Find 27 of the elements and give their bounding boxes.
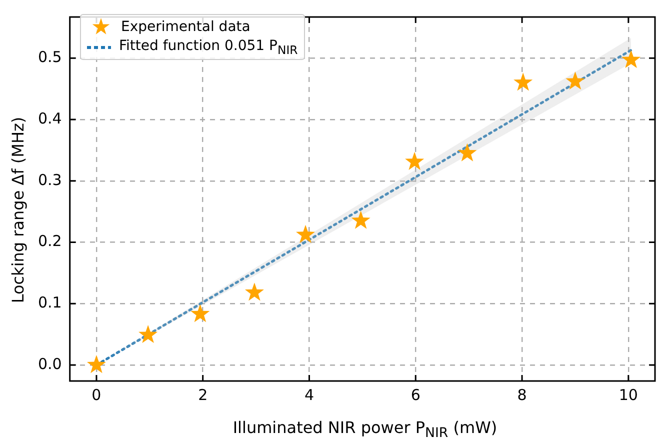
point [86, 355, 106, 374]
point [296, 224, 316, 243]
legend-label: Experimental data [121, 19, 250, 35]
x-tick-label: 4 [304, 386, 314, 404]
point [138, 324, 158, 344]
y-axis-title: Locking range Δf (MHz) [8, 116, 28, 304]
point [190, 304, 210, 322]
y-tick-label: 0.5 [38, 48, 62, 66]
point [351, 210, 370, 229]
point [566, 71, 585, 90]
x-tick-label: 0 [92, 386, 102, 404]
y-tick-label: 0.1 [38, 294, 62, 312]
point [622, 50, 641, 68]
y-tick-label: 0.2 [38, 232, 62, 250]
y-tick-label: 0.4 [38, 109, 62, 128]
x-tick-label: 2 [198, 386, 208, 404]
point [514, 72, 533, 91]
point [458, 143, 477, 162]
x-tick-label: 10 [618, 386, 638, 404]
legend-label: Fitted function 0.051 P$_{NIR}$ [119, 38, 298, 56]
point [244, 282, 264, 301]
x-tick-label: 6 [410, 386, 420, 404]
x-tick-label: 8 [517, 386, 527, 404]
point [405, 152, 424, 170]
y-tick-label: 0.0 [38, 354, 62, 373]
x-axis-title: Illuminated NIR power P$_{NIR}$ (mW) [232, 418, 498, 442]
y-tick-label: 0.3 [38, 170, 62, 189]
